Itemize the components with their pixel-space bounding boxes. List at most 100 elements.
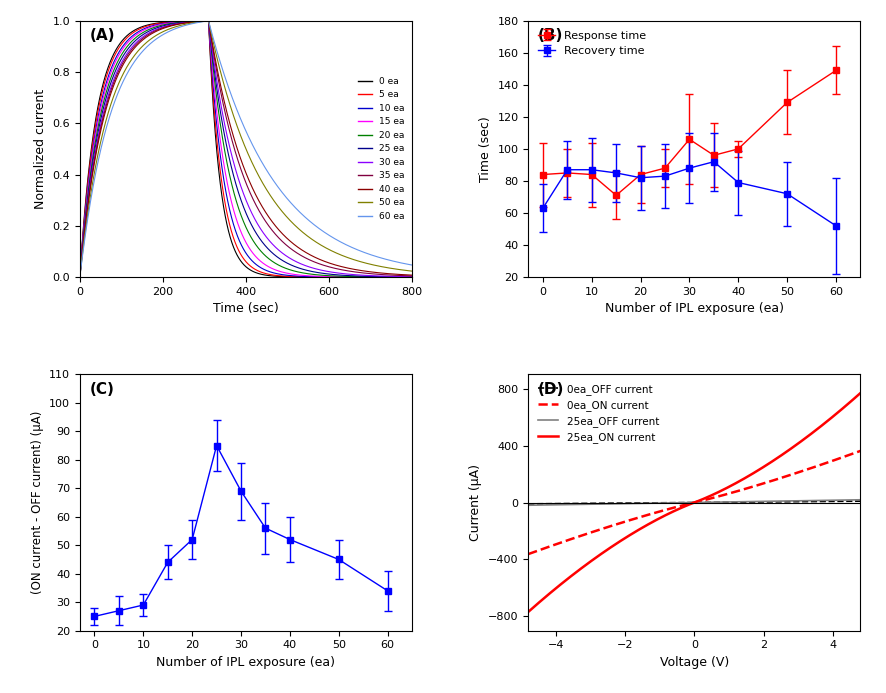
Line: 60 ea: 60 ea	[80, 21, 411, 277]
Line: 50 ea: 50 ea	[80, 21, 411, 277]
40 ea	[406, 271, 416, 279]
25 ea	[74, 273, 85, 281]
Line: 30 ea: 30 ea	[80, 21, 411, 277]
50 ea	[232, 123, 243, 132]
50 ea	[216, 73, 227, 82]
60 ea	[203, 17, 214, 25]
50 ea	[396, 265, 407, 274]
0ea_ON current	[668, 503, 679, 511]
X-axis label: Number of IPL exposure (ea): Number of IPL exposure (ea)	[156, 656, 335, 669]
40 ea	[232, 146, 243, 155]
Y-axis label: Current (μA): Current (μA)	[469, 464, 482, 541]
30 ea	[216, 107, 227, 116]
30 ea	[379, 272, 390, 280]
0ea_OFF current	[657, 499, 667, 507]
25ea_ON current	[854, 389, 865, 397]
15 ea	[396, 273, 407, 281]
0ea_ON current	[657, 507, 667, 515]
20 ea	[232, 202, 243, 210]
0 ea	[203, 17, 214, 25]
0ea_OFF current	[750, 498, 761, 506]
0ea_ON current	[781, 472, 792, 480]
40 ea	[396, 270, 407, 279]
30 ea	[315, 266, 326, 274]
Legend: 0 ea, 5 ea, 10 ea, 15 ea, 20 ea, 25 ea, 30 ea, 35 ea, 40 ea, 50 ea, 60 ea: 0 ea, 5 ea, 10 ea, 15 ea, 20 ea, 25 ea, …	[355, 74, 407, 224]
20 ea	[203, 17, 214, 25]
Legend: 0ea_OFF current, 0ea_ON current, 25ea_OFF current, 25ea_ON current: 0ea_OFF current, 0ea_ON current, 25ea_OF…	[532, 380, 663, 447]
35 ea	[232, 155, 243, 164]
25ea_ON current	[787, 443, 797, 451]
10 ea	[396, 273, 407, 281]
15 ea	[216, 149, 227, 157]
25 ea	[203, 17, 214, 25]
30 ea	[203, 17, 214, 25]
5 ea	[216, 181, 227, 189]
X-axis label: Time (sec): Time (sec)	[213, 302, 278, 315]
0ea_ON current	[556, 538, 567, 546]
25ea_OFF current	[523, 501, 533, 509]
50 ea	[315, 241, 326, 249]
25 ea	[406, 273, 416, 281]
5 ea	[232, 245, 243, 253]
30 ea	[396, 272, 407, 281]
10 ea	[214, 145, 224, 153]
60 ea	[216, 64, 227, 72]
0ea_OFF current	[523, 500, 533, 508]
25 ea	[315, 269, 326, 277]
Line: 20 ea: 20 ea	[80, 21, 411, 277]
30 ea	[232, 173, 243, 181]
25ea_OFF current	[781, 497, 792, 505]
20 ea	[315, 271, 326, 279]
60 ea	[406, 261, 416, 269]
5 ea	[203, 17, 214, 25]
10 ea	[203, 17, 214, 25]
15 ea	[203, 17, 214, 25]
0 ea	[216, 193, 227, 202]
5 ea	[74, 273, 85, 281]
40 ea	[74, 273, 85, 281]
0 ea	[396, 273, 407, 281]
0 ea	[379, 273, 390, 281]
60 ea	[214, 55, 224, 64]
Legend: Response time, Recovery time: Response time, Recovery time	[533, 26, 649, 61]
25ea_OFF current	[668, 499, 679, 507]
10 ea	[74, 273, 85, 281]
35 ea	[74, 273, 85, 281]
50 ea	[379, 263, 390, 272]
20 ea	[396, 273, 407, 281]
15 ea	[232, 219, 243, 227]
40 ea	[203, 17, 214, 25]
35 ea	[216, 95, 227, 103]
35 ea	[406, 272, 416, 280]
0 ea	[232, 252, 243, 261]
25ea_OFF current	[787, 497, 797, 505]
X-axis label: Voltage (V): Voltage (V)	[659, 656, 728, 669]
20 ea	[216, 132, 227, 140]
Line: 35 ea: 35 ea	[80, 21, 411, 277]
Text: (B): (B)	[538, 28, 563, 44]
5 ea	[315, 273, 326, 281]
Line: 0ea_OFF current: 0ea_OFF current	[528, 501, 859, 504]
60 ea	[74, 273, 85, 281]
0ea_OFF current	[556, 500, 567, 508]
25 ea	[216, 118, 227, 126]
25ea_ON current	[781, 447, 792, 455]
Text: (C): (C)	[89, 382, 114, 397]
0ea_OFF current	[781, 498, 792, 506]
15 ea	[74, 273, 85, 281]
Y-axis label: (ON current - OFF current) (μA): (ON current - OFF current) (μA)	[30, 411, 43, 594]
Y-axis label: Normalized current: Normalized current	[34, 89, 47, 209]
25ea_ON current	[523, 608, 533, 616]
10 ea	[232, 233, 243, 241]
Line: 15 ea: 15 ea	[80, 21, 411, 277]
Line: 10 ea: 10 ea	[80, 21, 411, 277]
40 ea	[379, 270, 390, 278]
0ea_ON current	[750, 482, 761, 490]
Line: 25ea_ON current: 25ea_ON current	[528, 393, 859, 612]
25 ea	[214, 102, 224, 110]
Line: 0 ea: 0 ea	[80, 21, 411, 277]
20 ea	[74, 273, 85, 281]
30 ea	[214, 92, 224, 100]
25ea_ON current	[750, 467, 761, 475]
15 ea	[406, 273, 416, 281]
